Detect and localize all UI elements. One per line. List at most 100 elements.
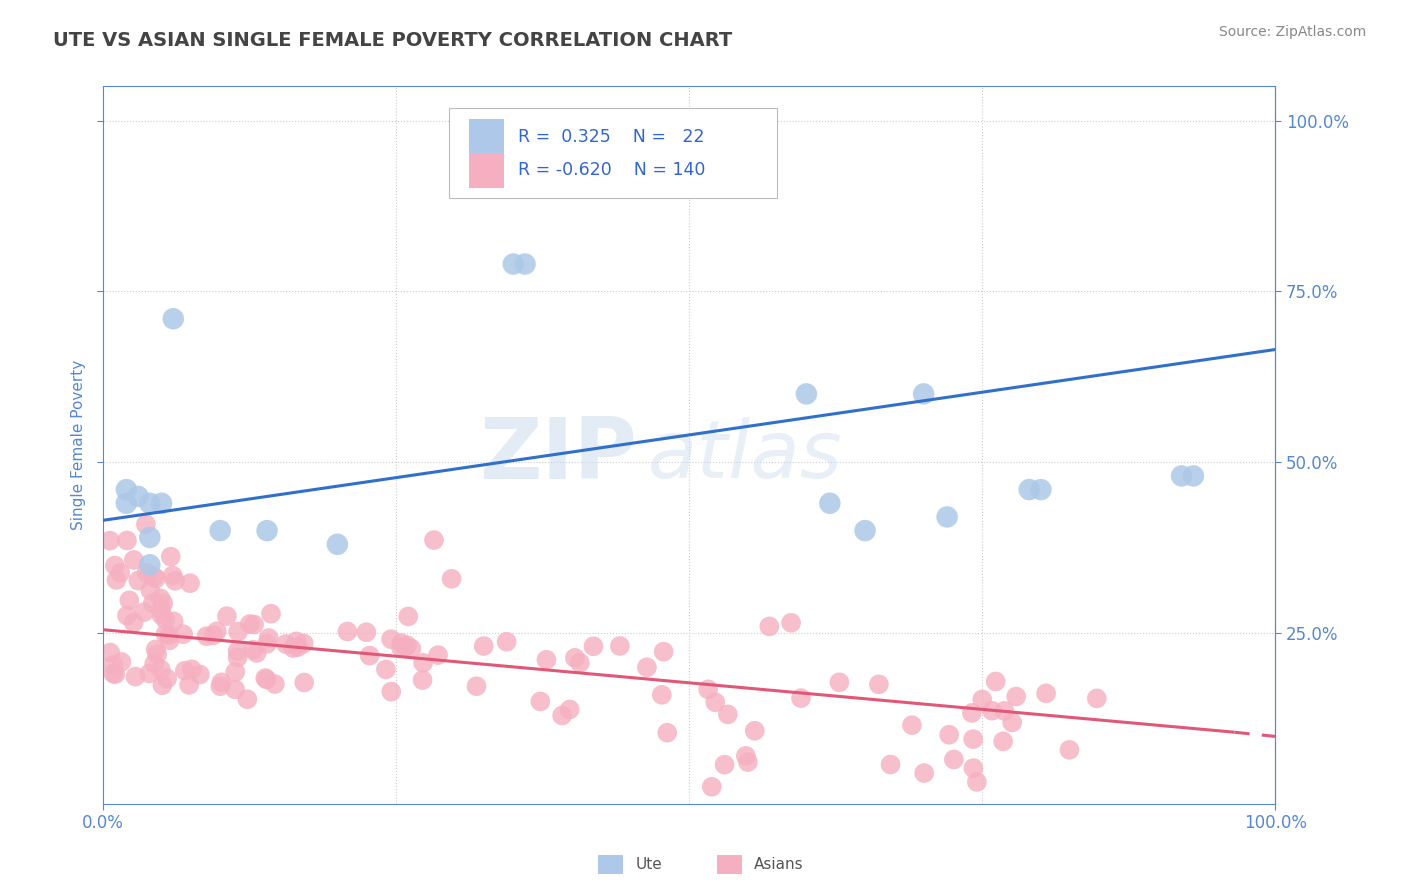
Point bbox=[529, 694, 551, 708]
Point bbox=[115, 533, 138, 548]
Point bbox=[966, 775, 988, 789]
Point bbox=[980, 704, 1002, 718]
Point bbox=[790, 691, 813, 706]
Point bbox=[396, 638, 419, 652]
Point bbox=[700, 780, 723, 794]
Point bbox=[127, 490, 149, 504]
Point bbox=[564, 650, 586, 665]
Point bbox=[651, 688, 673, 702]
Point bbox=[122, 615, 145, 630]
Point bbox=[652, 645, 675, 659]
Point bbox=[104, 558, 127, 573]
Point bbox=[465, 679, 488, 693]
Point bbox=[115, 496, 138, 510]
Point bbox=[1035, 686, 1057, 700]
Text: atlas: atlas bbox=[648, 417, 842, 495]
Point bbox=[236, 692, 259, 706]
Point bbox=[254, 671, 277, 685]
Point bbox=[558, 702, 581, 716]
Point bbox=[423, 533, 446, 547]
Point bbox=[1029, 483, 1052, 497]
Point bbox=[226, 624, 249, 639]
Point bbox=[115, 608, 138, 623]
Point bbox=[239, 617, 262, 632]
Point bbox=[146, 647, 169, 661]
Point bbox=[326, 537, 349, 551]
Point bbox=[796, 387, 818, 401]
Point bbox=[472, 639, 495, 653]
Point bbox=[118, 593, 141, 607]
Point bbox=[180, 662, 202, 676]
Point bbox=[149, 591, 172, 606]
Point bbox=[962, 732, 984, 747]
Point bbox=[356, 625, 378, 640]
Point bbox=[224, 682, 246, 697]
Point bbox=[226, 650, 249, 665]
Point bbox=[737, 755, 759, 769]
Point bbox=[960, 706, 983, 720]
Point bbox=[256, 524, 278, 538]
Point bbox=[145, 571, 167, 585]
Point bbox=[744, 723, 766, 738]
Point bbox=[152, 678, 174, 692]
Text: R = -0.620    N = 140: R = -0.620 N = 140 bbox=[517, 161, 706, 179]
Point bbox=[427, 648, 450, 662]
Point bbox=[401, 641, 423, 656]
Point bbox=[179, 576, 201, 591]
Bar bbox=[468, 120, 503, 153]
Point bbox=[704, 695, 727, 709]
Point bbox=[132, 605, 155, 619]
Point bbox=[157, 628, 180, 642]
Point bbox=[256, 673, 278, 687]
Point bbox=[172, 627, 194, 641]
Text: Source: ZipAtlas.com: Source: ZipAtlas.com bbox=[1219, 25, 1367, 39]
Point bbox=[1182, 469, 1205, 483]
Point bbox=[292, 675, 315, 690]
Point bbox=[942, 752, 965, 766]
Point bbox=[780, 615, 803, 630]
Point bbox=[828, 675, 851, 690]
Point bbox=[551, 708, 574, 723]
Text: Ute: Ute bbox=[636, 857, 662, 871]
Point bbox=[1001, 715, 1024, 730]
Point bbox=[697, 682, 720, 697]
Point bbox=[103, 666, 125, 681]
Point bbox=[162, 311, 184, 326]
Bar bbox=[468, 153, 503, 187]
Point bbox=[243, 617, 266, 632]
Point bbox=[105, 573, 128, 587]
Point bbox=[287, 640, 309, 654]
Point bbox=[224, 665, 246, 679]
Text: R =  0.325    N =   22: R = 0.325 N = 22 bbox=[517, 128, 704, 145]
Point bbox=[242, 642, 264, 657]
Point bbox=[991, 734, 1014, 748]
Point bbox=[502, 257, 524, 271]
Text: ZIP: ZIP bbox=[478, 415, 637, 498]
Point bbox=[98, 533, 121, 548]
Point bbox=[177, 678, 200, 692]
Point bbox=[145, 642, 167, 657]
Point bbox=[173, 664, 195, 678]
Point bbox=[246, 646, 269, 660]
Point bbox=[853, 524, 876, 538]
Point bbox=[818, 496, 841, 510]
Point bbox=[260, 607, 283, 621]
Point bbox=[972, 692, 994, 706]
FancyBboxPatch shape bbox=[449, 108, 778, 198]
Point bbox=[938, 728, 960, 742]
Point bbox=[380, 684, 402, 698]
Point bbox=[962, 761, 984, 775]
Point bbox=[1005, 690, 1028, 704]
Point bbox=[657, 725, 679, 739]
Point bbox=[568, 656, 591, 670]
Point bbox=[226, 644, 249, 658]
Point bbox=[389, 640, 412, 655]
Point bbox=[901, 718, 924, 732]
Point bbox=[98, 646, 121, 660]
Point bbox=[984, 674, 1007, 689]
Point bbox=[159, 633, 181, 648]
Point bbox=[139, 531, 162, 545]
Point bbox=[163, 615, 186, 629]
Point bbox=[135, 517, 157, 532]
Point bbox=[188, 667, 211, 681]
